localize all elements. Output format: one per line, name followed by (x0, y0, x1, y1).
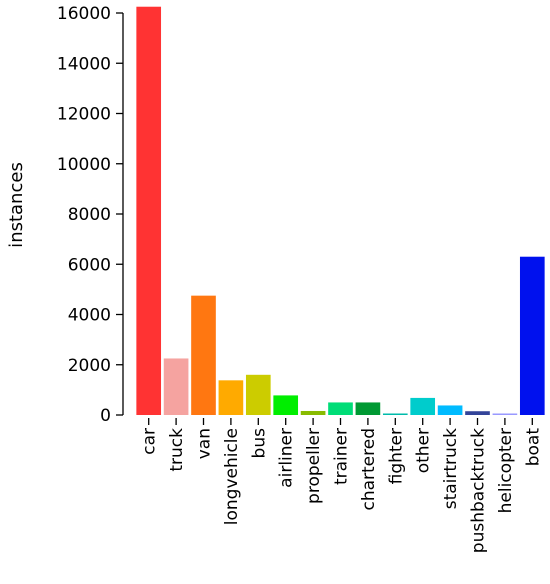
bar-pushbacktruck (465, 411, 490, 415)
x-tick-label: boat (523, 428, 543, 467)
y-tick-label: 16000 (57, 4, 111, 24)
x-tick-label: trainer (332, 428, 352, 485)
bar-truck (163, 358, 189, 415)
x-tick-label: fighter (386, 428, 406, 484)
x-tick-label: bus (249, 428, 269, 459)
y-tick-label: 8000 (68, 205, 111, 225)
x-tick-label: van (195, 428, 215, 459)
bar-propeller (300, 410, 326, 415)
y-tick-label: 12000 (57, 105, 111, 125)
bar-chartered (355, 402, 381, 415)
x-tick-label: helicopter (496, 428, 516, 513)
x-tick-label: other (414, 428, 434, 473)
bar-van (191, 295, 216, 415)
bar-bus (245, 374, 271, 415)
bar-airliner (273, 395, 299, 415)
bars (136, 6, 545, 415)
y-tick-label: 10000 (57, 155, 111, 175)
bar-helicopter (492, 413, 518, 415)
x-tick-label: airliner (277, 428, 297, 488)
x-tick-label: car (140, 428, 160, 455)
bar-trainer (328, 402, 353, 415)
x-tick-label: longvehicle (222, 428, 242, 525)
bar-stairtruck (437, 405, 463, 415)
bar-longvehicle (218, 380, 244, 415)
x-tick-label: chartered (359, 428, 379, 511)
bar-boat (519, 256, 545, 415)
y-axis-title: instances (6, 162, 27, 248)
y-tick-label: 6000 (68, 255, 111, 275)
x-tick-label: truck (167, 428, 187, 472)
bar-car (136, 6, 162, 415)
y-tick-label: 14000 (57, 54, 111, 74)
bar-fighter (382, 413, 408, 415)
y-tick-label: 0 (100, 406, 111, 426)
x-tick-label: pushbacktruck (469, 428, 489, 553)
y-axis: 0 2000 4000 6000 8000 10000 12000 14000 16000 (57, 4, 124, 426)
bar-other (410, 397, 436, 415)
x-tick-label: stairtruck (441, 428, 461, 509)
x-axis: car truck van longvehicle bus airliner propell… (140, 418, 543, 553)
y-tick-label: 4000 (68, 306, 111, 326)
y-tick-label: 2000 (68, 356, 111, 376)
x-tick-label: propeller (304, 428, 324, 504)
